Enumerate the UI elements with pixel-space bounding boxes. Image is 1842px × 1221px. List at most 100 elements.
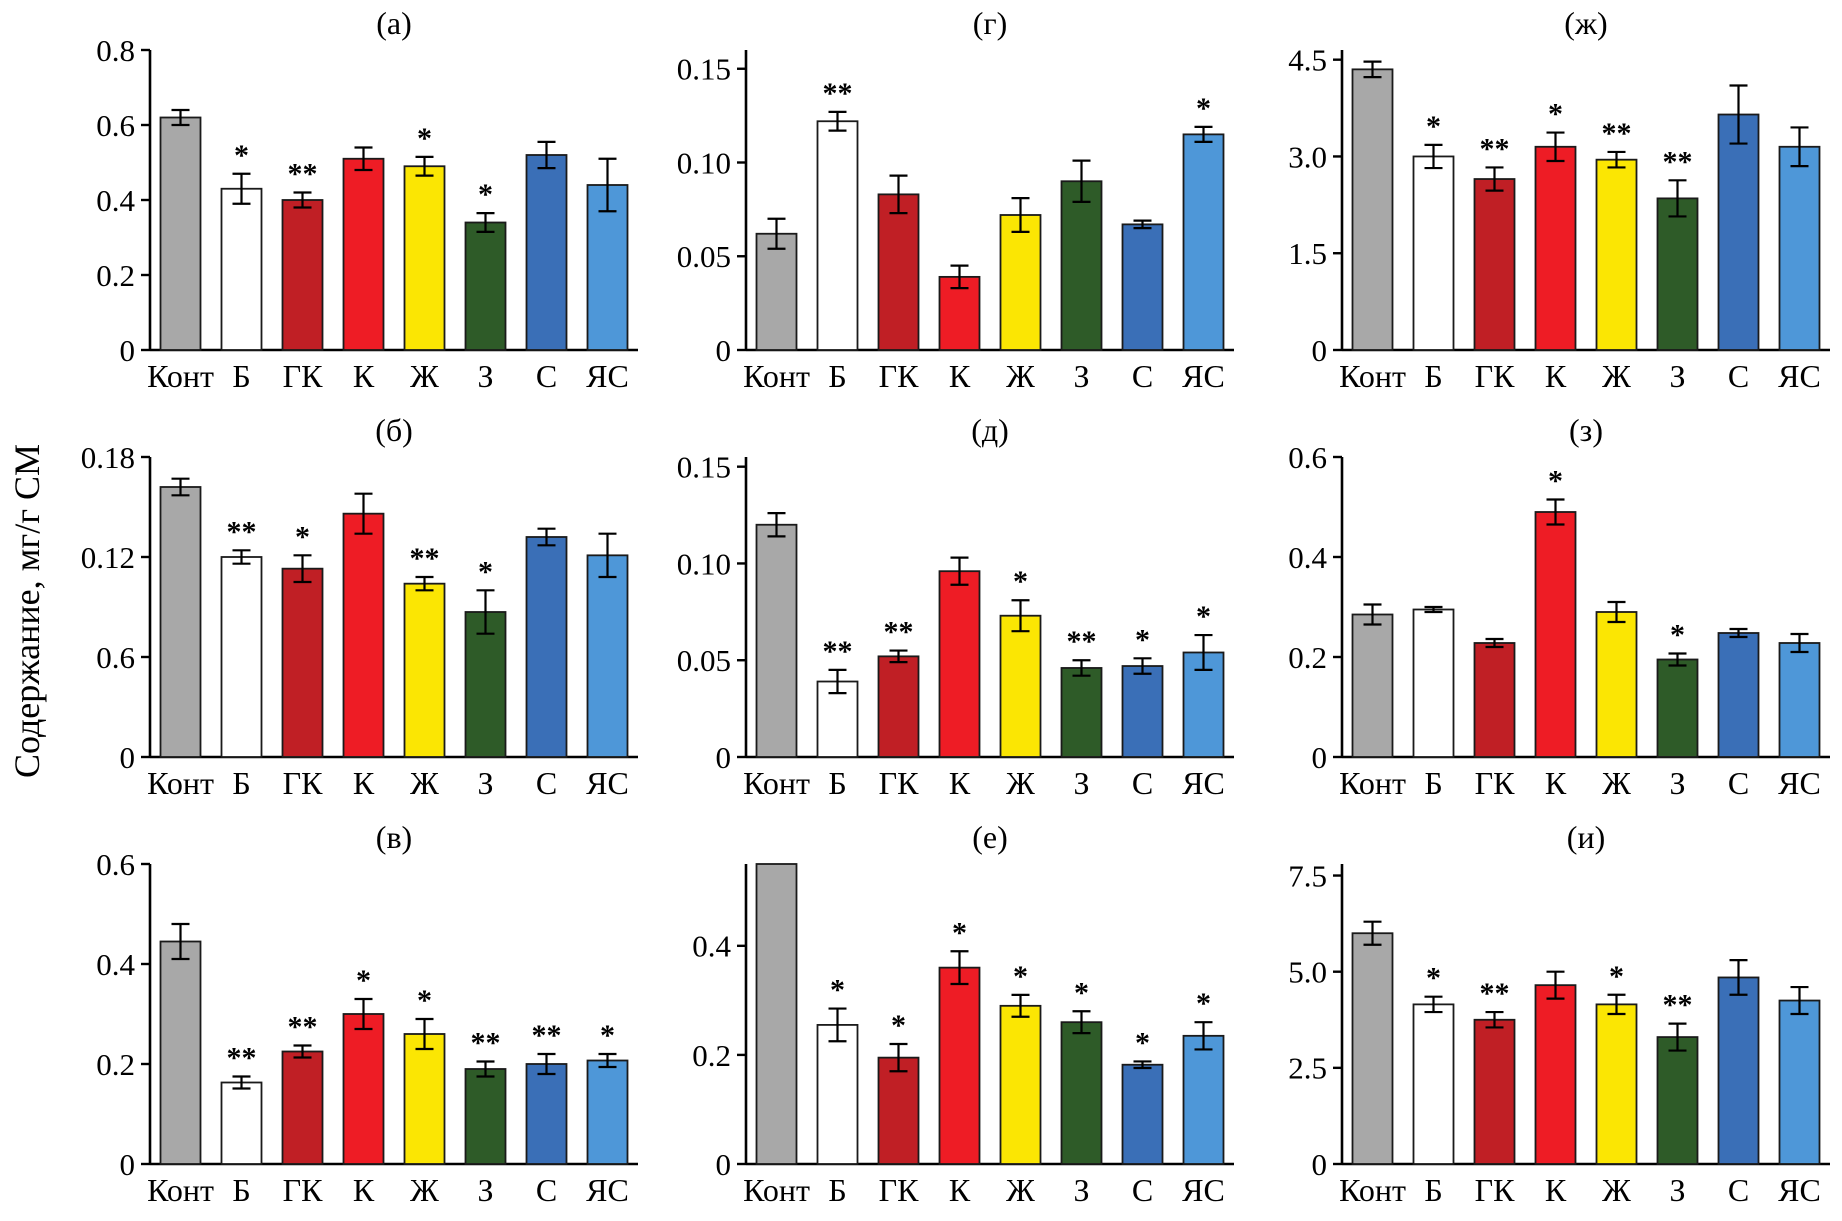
bar-a-3 [342, 157, 385, 351]
significance-marker: * [1013, 959, 1028, 992]
bar-e-0 [755, 862, 798, 1165]
x-tick-label: ЯС [1778, 1172, 1821, 1208]
bar-e-7 [1182, 1034, 1225, 1165]
bar-chart-g: 0 0.05 0.10 0.15 (г) Конт ** Б ГК К Ж З С * ЯС [677, 5, 1234, 394]
y-tick-label: 0.6 [96, 107, 135, 142]
bar-g-6 [1121, 222, 1164, 351]
bar-i-4 [1595, 1002, 1638, 1165]
x-tick-label: Ж [1006, 765, 1035, 801]
x-tick-label: Б [828, 765, 846, 801]
bar-b-1 [220, 555, 263, 758]
x-tick-label: З [1073, 358, 1089, 394]
x-tick-label: С [1728, 1172, 1749, 1208]
x-tick-label: Конт [147, 358, 214, 394]
bar-g-0 [755, 232, 798, 351]
x-tick-label: З [1073, 1172, 1089, 1208]
y-tick-label: 0 [716, 1146, 732, 1181]
bar-z-1 [1412, 608, 1455, 758]
chart-panel-g: 0 0.05 0.10 0.15 (г) Конт ** Б ГК К Ж З С * ЯС [650, 0, 1246, 407]
significance-marker: * [1548, 464, 1563, 497]
bar-a-1 [220, 187, 263, 351]
panel-label: (б) [375, 412, 413, 448]
significance-marker: ** [471, 1026, 501, 1059]
y-tick-label: 0.2 [1288, 639, 1327, 674]
y-tick-label: 0.6 [1288, 439, 1327, 474]
x-tick-label: С [536, 765, 557, 801]
bar-i-3 [1534, 983, 1577, 1165]
x-tick-label: К [1545, 765, 1567, 801]
bar-v-0 [159, 940, 202, 1165]
x-tick-label: К [353, 1172, 375, 1208]
y-tick-label: 0.8 [96, 32, 135, 67]
x-tick-label: К [949, 1172, 971, 1208]
y-tick-label: 0.2 [692, 1037, 731, 1072]
bar-i-6 [1717, 976, 1760, 1165]
x-tick-label: С [1132, 1172, 1153, 1208]
panel-label: (и) [1567, 819, 1605, 855]
x-tick-label: Ж [1006, 358, 1035, 394]
x-tick-label: Б [1424, 1172, 1442, 1208]
x-tick-label: З [477, 358, 493, 394]
y-tick-label: 0.10 [677, 145, 731, 180]
significance-marker: * [1135, 623, 1150, 656]
y-tick-label: 0 [120, 332, 136, 367]
significance-marker: * [891, 1009, 906, 1042]
significance-marker: ** [1663, 145, 1693, 178]
x-tick-label: ЯС [1182, 358, 1225, 394]
y-axis-title: Содержание, мг/г СМ [7, 443, 47, 778]
bar-zh-4 [1595, 158, 1638, 351]
y-tick-label: 0.05 [677, 239, 731, 274]
significance-marker: * [1013, 565, 1028, 598]
bar-zh-5 [1656, 196, 1699, 351]
bar-d-6 [1121, 664, 1164, 758]
x-tick-label: Конт [1339, 1172, 1406, 1208]
x-tick-label: Б [828, 1172, 846, 1208]
bar-e-1 [816, 1023, 859, 1165]
significance-marker: ** [1067, 625, 1097, 658]
bar-d-5 [1060, 666, 1103, 758]
significance-marker: * [356, 964, 371, 997]
y-tick-label: 0.4 [692, 928, 731, 963]
bar-chart-i: 0 2.5 5.0 7.5 (и) Конт * Б ** ГК К * Ж ** З С ЯС [1288, 819, 1830, 1208]
significance-marker: ** [532, 1019, 562, 1052]
bar-zh-2 [1473, 177, 1516, 351]
x-tick-label: ГК [283, 358, 324, 394]
bar-a-5 [464, 221, 507, 351]
bar-z-6 [1717, 631, 1760, 758]
chart-panel-zh: 0 1.5 3.0 4.5 (ж) Конт * Б ** ГК * К ** Ж ** З С ЯС [1246, 0, 1842, 407]
x-tick-label: Б [232, 1172, 250, 1208]
bar-d-4 [999, 614, 1042, 758]
x-tick-label: ГК [283, 1172, 324, 1208]
bar-b-6 [525, 535, 568, 758]
x-tick-label: ЯС [1182, 1172, 1225, 1208]
bar-e-4 [999, 1004, 1042, 1165]
significance-marker: ** [1480, 132, 1510, 165]
bar-i-7 [1778, 999, 1821, 1165]
significance-marker: * [478, 178, 493, 211]
bar-a-7 [586, 183, 629, 351]
x-tick-label: Ж [410, 1172, 439, 1208]
x-tick-label: ГК [283, 765, 324, 801]
bar-g-2 [877, 192, 920, 351]
x-tick-label: К [353, 765, 375, 801]
significance-marker: * [1196, 600, 1211, 633]
y-tick-label: 5.0 [1288, 954, 1327, 989]
x-tick-label: З [1073, 765, 1089, 801]
x-tick-label: ГК [879, 358, 920, 394]
bar-zh-1 [1412, 155, 1455, 351]
x-tick-label: Ж [410, 358, 439, 394]
y-tick-label: 0.4 [96, 946, 135, 981]
x-tick-label: Ж [1006, 1172, 1035, 1208]
x-tick-label: К [949, 358, 971, 394]
chart-panel-d: 0 0.05 0.10 0.15 (д) Конт ** Б ** ГК К * Ж ** З * С * ЯС [650, 407, 1246, 814]
bar-b-2 [281, 567, 324, 758]
y-tick-label: 7.5 [1288, 858, 1327, 893]
y-tick-label: 2.5 [1288, 1050, 1327, 1085]
x-tick-label: Конт [1339, 358, 1406, 394]
y-tick-label: 0.18 [81, 439, 135, 474]
y-tick-label: 0.6 [96, 639, 135, 674]
x-tick-label: Конт [147, 1172, 214, 1208]
bar-g-7 [1182, 132, 1225, 351]
significance-marker: * [1074, 976, 1089, 1009]
